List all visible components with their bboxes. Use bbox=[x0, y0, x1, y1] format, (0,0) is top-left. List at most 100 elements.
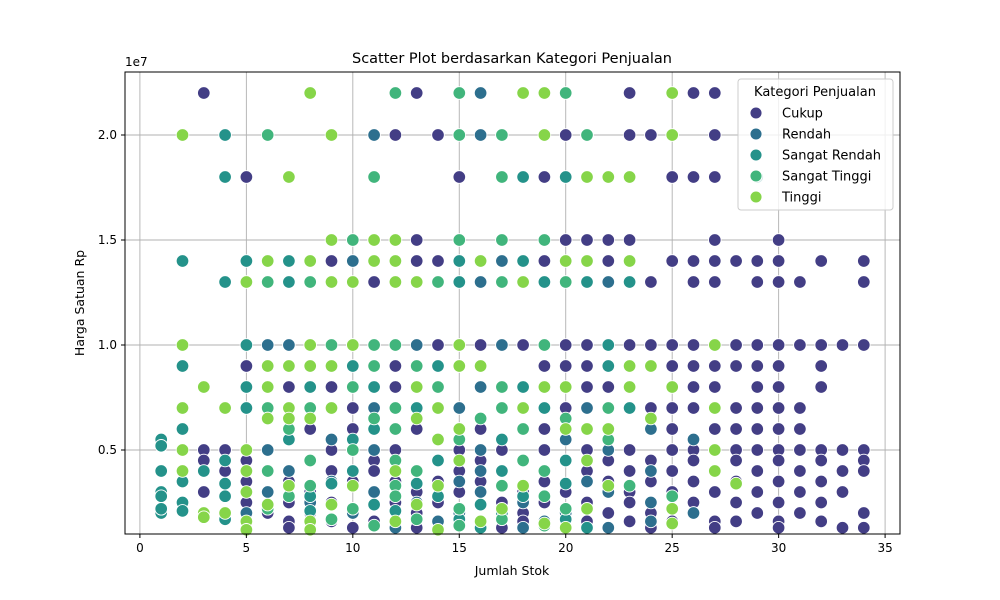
data-point bbox=[282, 478, 296, 493]
data-point bbox=[537, 489, 552, 503]
data-point bbox=[367, 254, 381, 268]
data-point bbox=[495, 254, 509, 268]
x-tick-label: 25 bbox=[665, 541, 680, 555]
data-point bbox=[409, 497, 424, 512]
data-point bbox=[303, 478, 317, 493]
data-point bbox=[516, 170, 530, 184]
data-point bbox=[814, 359, 828, 373]
data-point bbox=[282, 170, 296, 184]
data-point bbox=[750, 359, 765, 373]
data-point bbox=[622, 254, 637, 268]
data-point bbox=[452, 422, 467, 436]
data-point bbox=[260, 464, 275, 478]
data-point bbox=[431, 128, 445, 142]
data-point bbox=[644, 359, 658, 373]
data-point bbox=[708, 422, 722, 436]
data-point bbox=[473, 86, 488, 100]
chart-title: Scatter Plot berdasarkan Kategori Penjua… bbox=[352, 51, 672, 67]
data-point bbox=[175, 254, 190, 268]
data-point bbox=[324, 275, 339, 289]
data-point bbox=[665, 170, 679, 184]
data-point bbox=[431, 380, 445, 394]
data-point bbox=[367, 275, 381, 289]
data-point bbox=[708, 128, 722, 142]
data-point bbox=[431, 401, 445, 415]
data-point bbox=[708, 520, 722, 535]
data-point bbox=[814, 380, 828, 394]
data-point bbox=[495, 275, 509, 289]
data-point bbox=[558, 359, 573, 373]
data-point bbox=[473, 464, 488, 478]
data-point bbox=[367, 359, 381, 373]
data-point bbox=[665, 502, 679, 516]
data-point bbox=[814, 254, 828, 268]
data-point bbox=[282, 275, 296, 289]
data-point bbox=[409, 476, 424, 491]
data-point bbox=[516, 520, 530, 535]
data-point bbox=[409, 338, 424, 352]
x-tick-label: 35 bbox=[877, 541, 892, 555]
legend-marker bbox=[749, 169, 763, 183]
data-point bbox=[388, 514, 403, 529]
data-point bbox=[771, 401, 786, 415]
data-point bbox=[665, 516, 679, 531]
data-point bbox=[452, 518, 467, 533]
data-point bbox=[175, 401, 190, 415]
data-point bbox=[260, 359, 275, 373]
data-point bbox=[260, 497, 275, 512]
data-point bbox=[388, 401, 403, 415]
data-point bbox=[580, 380, 594, 394]
data-point bbox=[835, 464, 850, 478]
data-point bbox=[495, 128, 509, 142]
x-tick-label: 20 bbox=[558, 541, 573, 555]
data-point bbox=[793, 401, 807, 415]
data-point bbox=[303, 254, 317, 268]
data-point bbox=[729, 401, 743, 415]
data-point bbox=[601, 506, 616, 520]
data-point bbox=[282, 464, 296, 478]
data-point bbox=[388, 233, 403, 247]
data-point bbox=[197, 86, 211, 100]
data-point bbox=[260, 128, 275, 142]
data-point bbox=[622, 275, 637, 289]
data-point bbox=[771, 338, 786, 352]
data-point bbox=[324, 497, 339, 512]
data-point bbox=[665, 128, 679, 142]
data-point bbox=[239, 254, 254, 268]
data-point bbox=[452, 474, 467, 489]
data-point bbox=[601, 422, 616, 436]
data-point bbox=[218, 128, 232, 142]
data-point bbox=[388, 86, 403, 100]
data-point bbox=[857, 275, 871, 289]
data-point bbox=[750, 485, 765, 499]
data-point bbox=[388, 489, 403, 503]
data-point bbox=[793, 422, 807, 436]
legend-label: Rendah bbox=[782, 128, 831, 143]
data-point bbox=[282, 254, 296, 268]
data-point bbox=[239, 338, 254, 352]
data-point bbox=[452, 401, 467, 415]
data-point bbox=[580, 233, 594, 247]
data-point bbox=[218, 170, 232, 184]
data-point bbox=[473, 359, 488, 373]
data-point bbox=[793, 485, 807, 499]
data-point bbox=[409, 233, 424, 247]
data-point bbox=[388, 338, 403, 352]
data-point bbox=[750, 380, 765, 394]
data-point bbox=[686, 338, 701, 352]
data-point bbox=[367, 518, 381, 533]
data-point bbox=[260, 485, 275, 499]
data-point bbox=[324, 380, 339, 394]
data-point bbox=[793, 464, 807, 478]
data-point bbox=[431, 359, 445, 373]
data-point bbox=[409, 254, 424, 268]
data-point bbox=[409, 512, 424, 527]
data-point bbox=[282, 380, 296, 394]
data-point bbox=[473, 338, 488, 352]
data-point bbox=[537, 422, 552, 436]
data-point bbox=[814, 514, 828, 529]
data-point bbox=[452, 359, 467, 373]
data-point bbox=[750, 254, 765, 268]
data-point bbox=[473, 411, 488, 426]
data-point bbox=[644, 411, 658, 426]
